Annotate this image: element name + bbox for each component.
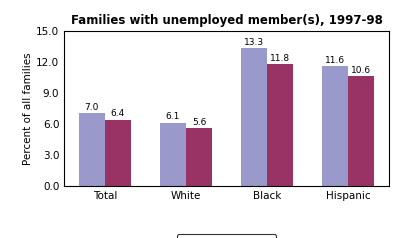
Bar bbox=[186, 128, 212, 186]
Text: 7.0: 7.0 bbox=[85, 103, 99, 112]
Legend: 1997, 1998: 1997, 1998 bbox=[177, 234, 276, 238]
Text: 11.6: 11.6 bbox=[325, 56, 345, 65]
Bar bbox=[160, 123, 186, 186]
Bar bbox=[348, 76, 374, 186]
Bar bbox=[322, 66, 348, 186]
Text: 5.6: 5.6 bbox=[192, 118, 206, 127]
Text: 13.3: 13.3 bbox=[244, 38, 264, 47]
Text: 10.6: 10.6 bbox=[351, 66, 371, 75]
Bar bbox=[241, 49, 267, 186]
Text: 6.1: 6.1 bbox=[166, 113, 180, 121]
Text: 11.8: 11.8 bbox=[270, 54, 290, 63]
Bar bbox=[267, 64, 293, 186]
Y-axis label: Percent of all families: Percent of all families bbox=[23, 52, 33, 165]
Bar bbox=[105, 120, 131, 186]
Text: 6.4: 6.4 bbox=[111, 109, 125, 118]
Bar bbox=[79, 114, 105, 186]
Title: Families with unemployed member(s), 1997-98: Families with unemployed member(s), 1997… bbox=[71, 14, 383, 27]
